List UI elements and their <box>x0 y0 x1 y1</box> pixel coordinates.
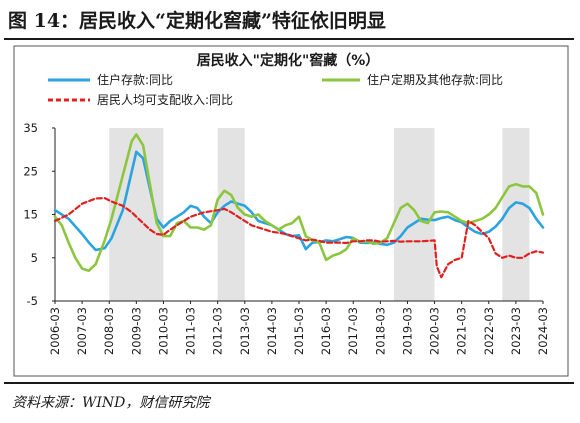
figure-title: 图 14：居民收入“定期化窖藏”特征依旧明显 <box>8 10 386 32</box>
x-tick-label: 2012-03 <box>211 307 225 355</box>
x-tick-label: 2013-03 <box>238 307 252 355</box>
y-tick-label: 5 <box>31 251 38 265</box>
legend-label-1: 住户存款:同比 <box>97 72 173 87</box>
x-tick-label: 2018-03 <box>373 307 387 355</box>
bottom-rule <box>4 382 574 384</box>
x-tick-label: 2023-03 <box>509 307 523 355</box>
source-note: 资料来源：WIND，财信研究院 <box>12 395 210 411</box>
x-tick-label: 2017-03 <box>346 307 360 355</box>
x-tick-label: 2019-03 <box>400 307 414 355</box>
x-tick-label: 2009-03 <box>129 307 143 355</box>
y-tick-label: 25 <box>23 164 38 178</box>
x-tick-label: 2015-03 <box>292 307 306 355</box>
x-tick-label: 2006-03 <box>48 307 62 355</box>
x-tick-label: 2020-03 <box>428 307 442 355</box>
shaded-period-3 <box>393 128 435 301</box>
shaded-period-2 <box>217 128 245 301</box>
chart-frame <box>13 45 569 377</box>
x-tick-label: 2016-03 <box>319 307 333 355</box>
x-tick-label: 2008-03 <box>102 307 116 355</box>
legend-label-2: 住户定期及其他存款:同比 <box>367 72 503 87</box>
x-tick-label: 2014-03 <box>265 307 279 355</box>
series-line-3 <box>53 197 545 279</box>
x-tick-label: 2021-03 <box>455 307 469 355</box>
x-tick-label: 2024-03 <box>536 307 550 355</box>
chart-title: 居民收入"定期化"窖藏（%） <box>197 52 380 69</box>
x-tick-label: 2011-03 <box>184 307 198 355</box>
x-tick-label: 2010-03 <box>156 307 170 355</box>
shaded-period-4 <box>502 128 530 301</box>
y-tick-label: 35 <box>23 121 38 135</box>
x-tick-label: 2007-03 <box>75 307 89 355</box>
x-tick-label: 2022-03 <box>482 307 496 355</box>
title-rule <box>4 38 574 40</box>
legend-label-3: 居民人均可支配收入:同比 <box>97 93 233 107</box>
series-line-2 <box>53 133 545 272</box>
y-tick-label: -5 <box>27 294 38 308</box>
y-tick-label: 15 <box>23 208 38 222</box>
